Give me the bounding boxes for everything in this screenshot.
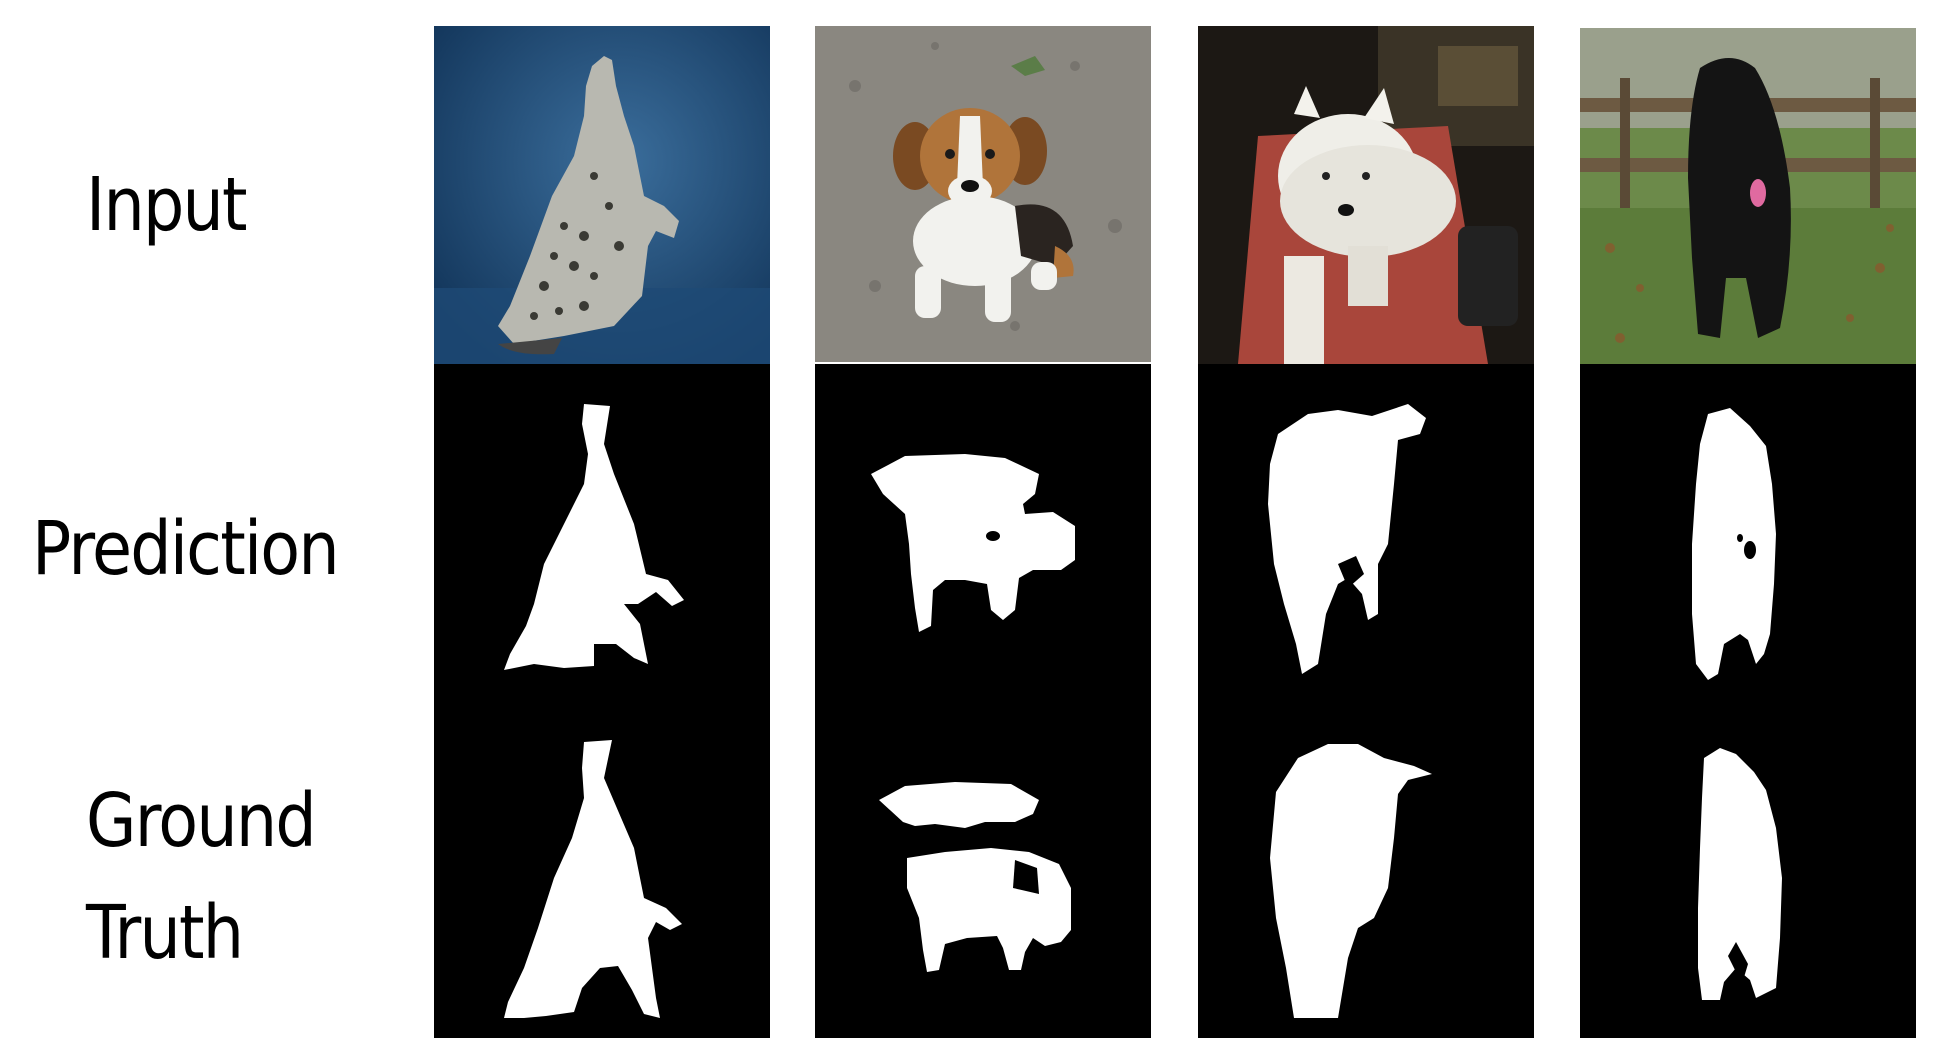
ground-truth-mask-white-dog [1198, 718, 1534, 1038]
prediction-mask-black-dog [1580, 364, 1916, 718]
prediction-mask-white-dog [1198, 364, 1534, 718]
input-image-beagle [815, 26, 1151, 362]
row-label-ground-truth-line2: Truth [86, 890, 244, 976]
input-image-black-dog [1580, 28, 1916, 364]
row-label-input: Input [86, 162, 248, 248]
row-label-ground-truth-line1: Ground [86, 778, 317, 864]
row-label-prediction: Prediction [32, 506, 340, 592]
ground-truth-mask-beagle [815, 718, 1151, 1038]
prediction-mask-cat [434, 364, 770, 718]
ground-truth-mask-cat [434, 718, 770, 1038]
ground-truth-mask-black-dog [1580, 718, 1916, 1038]
input-image-cat [434, 26, 770, 364]
prediction-mask-beagle [815, 364, 1151, 718]
input-image-white-dog [1198, 26, 1534, 364]
